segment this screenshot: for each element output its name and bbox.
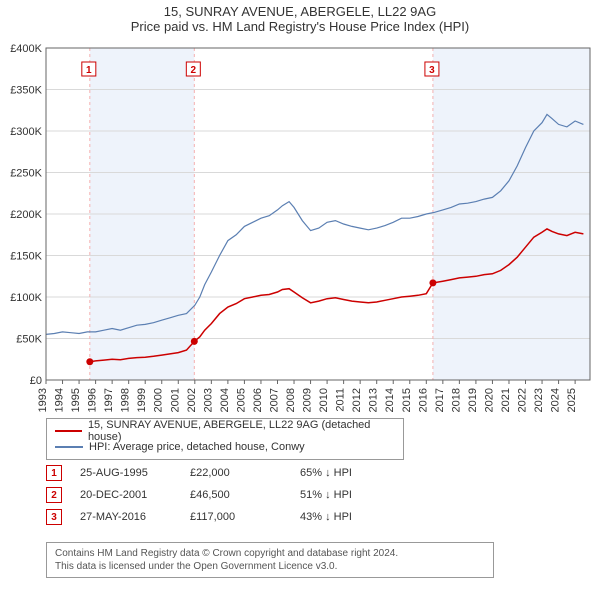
svg-text:£350K: £350K (10, 85, 42, 97)
event-date: 20-DEC-2001 (80, 489, 190, 501)
attribution-footer: Contains HM Land Registry data © Crown c… (46, 542, 494, 578)
event-marker: 3 (46, 509, 62, 525)
event-price: £46,500 (190, 489, 300, 501)
svg-text:2024: 2024 (550, 388, 562, 412)
svg-text:£150K: £150K (10, 251, 42, 263)
svg-text:£0: £0 (30, 375, 42, 387)
svg-text:£100K: £100K (10, 292, 42, 304)
svg-text:1: 1 (86, 65, 92, 76)
legend-label: HPI: Average price, detached house, Conw… (89, 441, 305, 453)
svg-text:1995: 1995 (70, 388, 82, 412)
svg-text:2007: 2007 (268, 388, 280, 412)
legend-label: 15, SUNRAY AVENUE, ABERGELE, LL22 9AG (d… (88, 419, 395, 443)
svg-text:2011: 2011 (335, 388, 347, 412)
footer-line-1: Contains HM Land Registry data © Crown c… (55, 547, 485, 560)
svg-text:2006: 2006 (252, 388, 264, 412)
svg-text:£50K: £50K (16, 334, 42, 346)
svg-text:1996: 1996 (87, 388, 99, 412)
svg-text:£200K: £200K (10, 209, 42, 221)
svg-text:2015: 2015 (401, 388, 413, 412)
svg-text:2018: 2018 (450, 388, 462, 412)
svg-text:3: 3 (429, 65, 435, 76)
svg-text:2: 2 (191, 65, 197, 76)
svg-text:2022: 2022 (517, 388, 529, 412)
svg-text:2003: 2003 (202, 388, 214, 412)
event-price: £22,000 (190, 467, 300, 479)
event-marker: 1 (46, 465, 62, 481)
svg-text:£300K: £300K (10, 126, 42, 138)
chart-container: 15, SUNRAY AVENUE, ABERGELE, LL22 9AG Pr… (0, 0, 600, 590)
event-marker: 2 (46, 487, 62, 503)
svg-text:2010: 2010 (318, 388, 330, 412)
event-row: 3 27-MAY-2016£117,00043% ↓ HPI (46, 506, 410, 528)
svg-text:1999: 1999 (136, 388, 148, 412)
legend: 15, SUNRAY AVENUE, ABERGELE, LL22 9AG (d… (46, 418, 404, 460)
svg-text:2016: 2016 (417, 388, 429, 412)
svg-text:2013: 2013 (368, 388, 380, 412)
event-row: 1 25-AUG-1995£22,00065% ↓ HPI (46, 462, 410, 484)
svg-text:1998: 1998 (120, 388, 132, 412)
event-row: 2 20-DEC-2001£46,50051% ↓ HPI (46, 484, 410, 506)
legend-swatch (55, 446, 83, 448)
svg-text:2001: 2001 (169, 388, 181, 412)
event-hpi-diff: 43% ↓ HPI (300, 511, 410, 523)
svg-text:2008: 2008 (285, 388, 297, 412)
svg-text:2009: 2009 (302, 388, 314, 412)
svg-text:2002: 2002 (186, 388, 198, 412)
event-hpi-diff: 51% ↓ HPI (300, 489, 410, 501)
svg-text:2025: 2025 (566, 388, 578, 412)
svg-text:2019: 2019 (467, 388, 479, 412)
svg-text:£400K: £400K (10, 43, 42, 55)
svg-text:1994: 1994 (54, 388, 66, 412)
svg-text:2021: 2021 (500, 388, 512, 412)
svg-text:2000: 2000 (153, 388, 165, 412)
sale-events: 1 25-AUG-1995£22,00065% ↓ HPI 2 20-DEC-2001… (46, 462, 410, 528)
legend-swatch (55, 430, 82, 432)
svg-text:2017: 2017 (434, 388, 446, 412)
svg-text:1997: 1997 (103, 388, 115, 412)
event-price: £117,000 (190, 511, 300, 523)
svg-text:2005: 2005 (235, 388, 247, 412)
svg-text:2004: 2004 (219, 388, 231, 412)
event-date: 25-AUG-1995 (80, 467, 190, 479)
svg-text:£250K: £250K (10, 168, 42, 180)
footer-line-2: This data is licensed under the Open Gov… (55, 560, 485, 573)
svg-text:2012: 2012 (351, 388, 363, 412)
event-date: 27-MAY-2016 (80, 511, 190, 523)
event-hpi-diff: 65% ↓ HPI (300, 467, 410, 479)
price-chart: £0 £50K £100K £150K £200K £250K £300K £350K £400… (0, 0, 600, 420)
svg-text:2023: 2023 (533, 388, 545, 412)
legend-row: 15, SUNRAY AVENUE, ABERGELE, LL22 9AG (d… (55, 423, 395, 439)
svg-text:2014: 2014 (384, 388, 396, 412)
svg-text:1993: 1993 (37, 388, 49, 412)
svg-text:2020: 2020 (483, 388, 495, 412)
